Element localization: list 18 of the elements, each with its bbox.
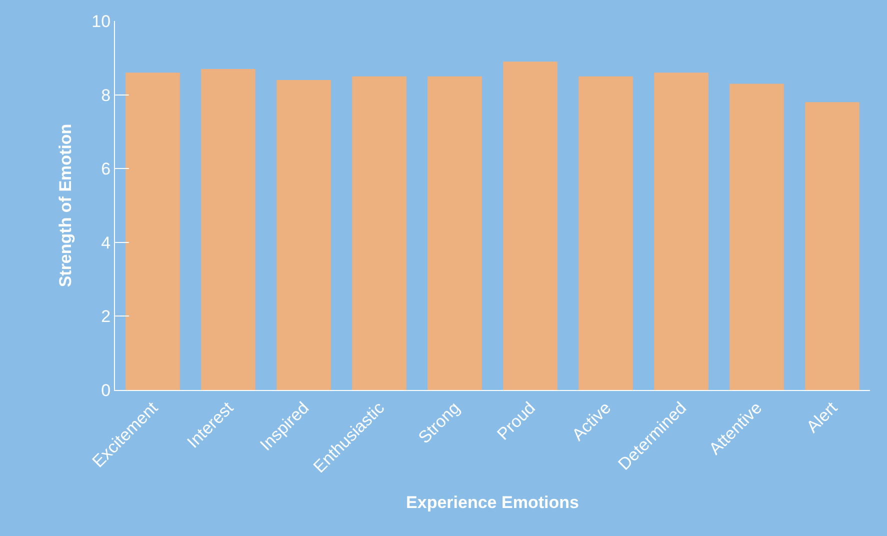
y-tick-label: 10: [92, 12, 111, 31]
y-tick-label: 8: [101, 86, 111, 105]
bar: [805, 102, 860, 390]
bar: [126, 72, 180, 390]
y-tick-label: 0: [101, 380, 111, 400]
y-tick-label: 2: [101, 307, 111, 326]
y-axis-title: Strength of Emotion: [56, 124, 76, 288]
bar: [276, 80, 331, 390]
bar: [654, 72, 708, 390]
bar: [503, 62, 558, 390]
y-tick-label: 6: [101, 160, 111, 179]
bar: [578, 76, 633, 390]
bar: [352, 76, 406, 390]
x-axis-title: Experience Emotions: [406, 492, 579, 512]
bar: [428, 76, 482, 390]
y-tick-label: 4: [101, 233, 111, 252]
bar: [730, 84, 784, 390]
bar: [201, 68, 256, 390]
